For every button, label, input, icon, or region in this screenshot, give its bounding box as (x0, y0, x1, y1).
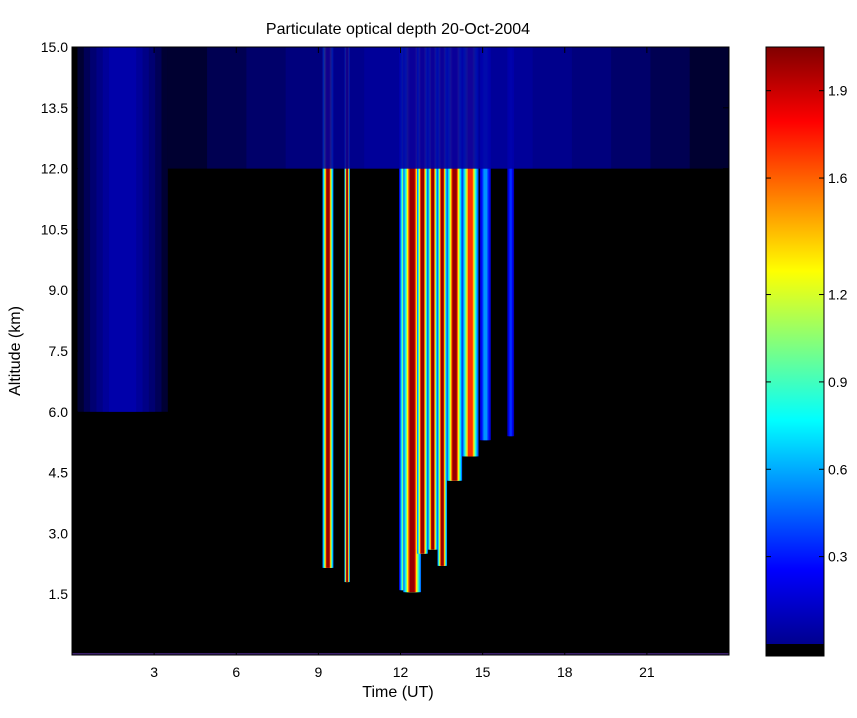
colorbar: 0.3 0.6 0.9 1.2 1.6 1.9 (765, 46, 848, 657)
plume-5-strip-5 (431, 47, 435, 550)
x-tick-label: 6 (232, 664, 240, 680)
plume-12-strip-1 (207, 47, 690, 169)
y-tick-label: 3.0 (49, 525, 69, 541)
plume-1-strip-5 (346, 47, 348, 583)
plume-11-strip-1 (83, 47, 162, 412)
colorbar-tick-label: 0.6 (828, 461, 848, 477)
x-axis: 3 6 9 12 15 18 21 (150, 47, 655, 680)
y-tick-label: 9.0 (49, 282, 69, 298)
x-tick-label: 15 (475, 664, 491, 680)
plume-2 (399, 47, 408, 591)
colorbar-ticks: 0.3 0.6 0.9 1.2 1.6 1.9 (766, 83, 848, 565)
y-tick-label: 7.5 (49, 343, 69, 359)
plume-11-strip-3 (96, 47, 149, 412)
plume-8 (462, 47, 479, 457)
x-tick-label: 21 (639, 664, 655, 680)
plume-11-strip-5 (109, 47, 137, 412)
y-axis-label: Altitude (km) (7, 306, 24, 396)
plume-12 (167, 47, 729, 169)
plume-layer (77, 47, 729, 593)
chart-title: Particulate optical depth 20-Oct-2004 (266, 21, 530, 38)
plume-9-strip-5 (483, 47, 488, 441)
plume-10 (507, 47, 515, 437)
x-axis-label: Time (UT) (362, 684, 433, 701)
plume-0 (322, 47, 334, 568)
plume-12-strip-0 (167, 47, 729, 169)
plume-1 (344, 47, 350, 583)
plume-11 (77, 47, 168, 412)
plume-7-strip-5 (452, 47, 457, 481)
plume-6 (437, 47, 448, 566)
colorbar-tick-label: 1.6 (828, 170, 848, 186)
y-axis: 1.5 3.0 4.5 6.0 7.5 9.0 10.5 12.0 13.5 15.0 (41, 39, 729, 602)
plume-11-strip-0 (77, 47, 168, 412)
plume-7 (447, 47, 463, 481)
plume-9 (479, 47, 491, 441)
plume-8-strip-5 (467, 47, 473, 457)
plot-area (71, 46, 730, 656)
colorbar-tick-label: 1.9 (828, 83, 848, 99)
colorbar-background-swatch (766, 644, 824, 656)
colorbar-gradient (766, 47, 824, 644)
y-tick-label: 13.5 (41, 100, 68, 116)
plume-12-strip-3 (285, 47, 612, 169)
y-tick-label: 15.0 (41, 39, 68, 55)
plume-12-strip-2 (246, 47, 651, 169)
y-tick-label: 10.5 (41, 221, 68, 237)
plume-12-strip-5 (364, 47, 533, 169)
plume-2-strip-5 (402, 47, 405, 591)
y-tick-label: 4.5 (49, 465, 69, 481)
colorbar-tick-label: 0.9 (828, 374, 848, 390)
plume-11-strip-2 (90, 47, 156, 412)
plume-3 (403, 47, 422, 593)
x-tick-label: 3 (150, 664, 158, 680)
plume-0-strip-5 (326, 47, 330, 568)
plume-5 (427, 47, 438, 550)
y-tick-label: 1.5 (49, 586, 69, 602)
y-tick-label: 6.0 (49, 404, 69, 420)
plume-11-strip-4 (102, 47, 143, 412)
y-tick-label: 12.0 (41, 161, 68, 177)
x-tick-label: 9 (314, 664, 322, 680)
plume-3-strip-5 (409, 47, 415, 593)
plume-4-strip-5 (420, 47, 425, 554)
plume-10-strip-5 (509, 47, 512, 437)
colorbar-tick-label: 1.2 (828, 287, 848, 303)
plume-6-strip-5 (440, 47, 444, 566)
colorbar-tick-label: 0.3 (828, 549, 848, 565)
plume-12-strip-4 (324, 47, 572, 169)
colorbar-frame (765, 46, 825, 657)
x-tick-label: 18 (557, 664, 573, 680)
x-tick-label: 12 (393, 664, 409, 680)
plume-4 (416, 47, 428, 554)
